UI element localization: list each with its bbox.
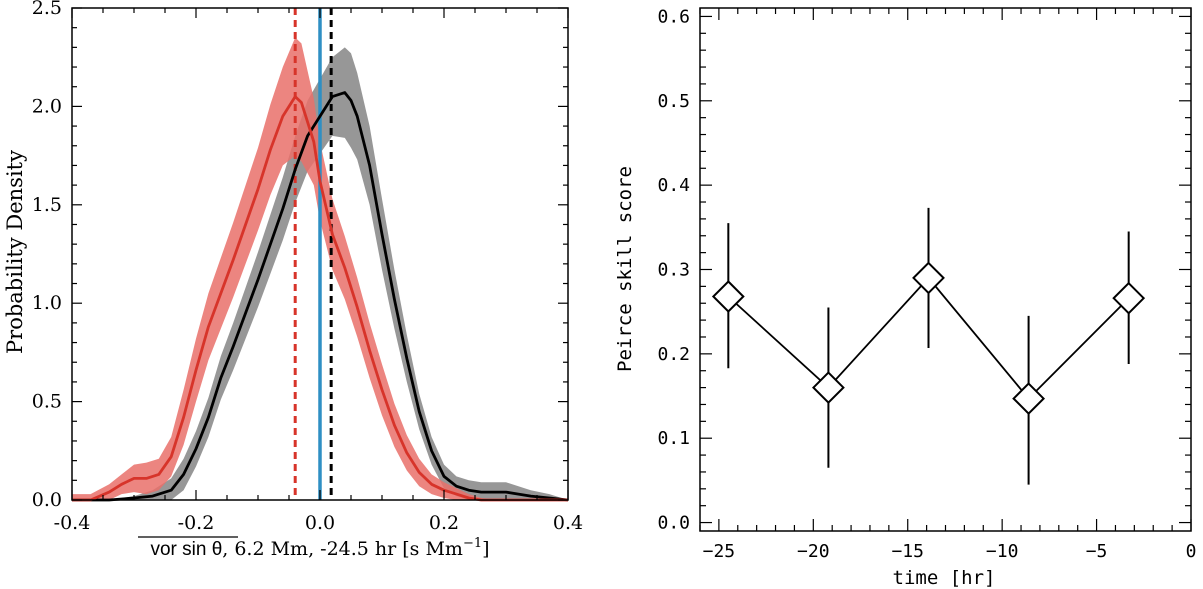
diamond-marker (1112, 281, 1146, 315)
right-ytick-label: 0.6 (657, 6, 690, 27)
left-vertical-lines (293, 8, 333, 500)
diamond-marker (812, 371, 845, 405)
right-axes (699, 7, 1192, 532)
diamond-marker (711, 280, 745, 313)
diamond-marker (912, 261, 945, 295)
peirce-skill-score-chart: −25 −20 −15 −10 −5 0 0.0 0.1 0.2 0.3 0.4 0.5 0.6 Pei… (614, 6, 1196, 589)
right-ytick-label: 0.1 (657, 428, 690, 449)
left-series-lines (72, 91, 569, 502)
right-xtick-label: −20 (797, 541, 830, 562)
right-ytick-label: 0.4 (657, 175, 690, 196)
left-ytick-label: 0.5 (32, 391, 62, 413)
right-xtick-label: −15 (891, 541, 924, 562)
left-xtick-label: 0.4 (553, 512, 583, 534)
left-ytick-label: 0.0 (32, 489, 62, 511)
left-xlabel-exp: −1 (463, 536, 482, 551)
left-ytick-label: 2.5 (32, 0, 62, 19)
left-ytick-label: 2.0 (32, 95, 62, 117)
left-ytick-label: 1.5 (32, 194, 62, 216)
right-axes-frame (699, 7, 1192, 532)
left-xlabel-close: ] (482, 538, 489, 560)
right-xtick-label: −5 (1086, 541, 1108, 562)
left-xtick-label: 0.0 (305, 512, 335, 534)
right-xtick-label: −10 (986, 541, 1019, 562)
left-ylabel: Probability Density (3, 150, 27, 354)
right-ylabel: Peirce skill score (614, 166, 636, 372)
right-ytick-label: 0.5 (657, 91, 690, 112)
right-ytick-label: 0.3 (657, 260, 690, 281)
right-xlabel: time [hr] (893, 567, 996, 589)
left-xlabel-rest: , 6.2 Mm, -24.5 hr [s Mm (222, 538, 463, 560)
probability-density-chart: -0.4 -0.2 0.0 0.2 0.4 0.0 0.5 1.0 1.5 2.0 2.5 Prob… (3, 0, 583, 560)
right-ytick-label: 0.2 (657, 344, 690, 365)
left-xlabel: vor sin θ, 6.2 Mm, -24.5 hr [s Mm−1] (138, 536, 490, 560)
left-axes (71, 7, 569, 501)
right-tick-labels: −25 −20 −15 −10 −5 0 0.0 0.1 0.2 0.3 0.4 0.5 0.6 (657, 6, 1196, 562)
left-tick-labels: -0.4 -0.2 0.0 0.2 0.4 0.0 0.5 1.0 1.5 2.0 2.5 (32, 0, 583, 534)
left-ytick-label: 1.0 (32, 292, 62, 314)
right-data-marks (711, 207, 1146, 485)
left-xlabel-main: vor sin θ (150, 539, 222, 560)
left-xtick-label: -0.4 (54, 512, 91, 534)
diamond-marker (1012, 382, 1046, 415)
svg-text:vor sin θ, 6.2 Mm, -24.5 hr [s: vor sin θ, 6.2 Mm, -24.5 hr [s Mm−1] (150, 536, 489, 560)
black-density-line (72, 91, 569, 502)
left-xtick-label: -0.2 (178, 512, 215, 534)
red-density-line (72, 95, 568, 502)
right-ytick-label: 0.0 (657, 513, 690, 534)
red-confidence-band (72, 37, 568, 500)
left-xtick-label: 0.2 (429, 512, 459, 534)
right-xtick-label: −25 (703, 541, 736, 562)
right-xtick-label: 0 (1186, 541, 1197, 562)
